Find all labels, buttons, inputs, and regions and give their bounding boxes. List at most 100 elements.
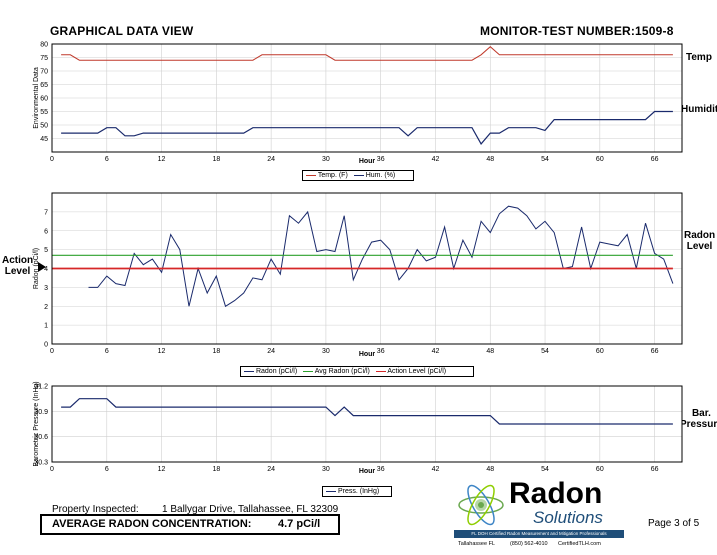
radon-legend: Radon (pCi/l) Avg Radon (pCi/l) Action L… bbox=[240, 366, 474, 377]
x-tick-label: 12 bbox=[158, 466, 166, 473]
x-tick-label: 36 bbox=[377, 156, 385, 163]
temp-legend-swatch bbox=[306, 174, 316, 176]
y-tick-label: 7 bbox=[44, 209, 48, 216]
y-tick-label: 80 bbox=[40, 42, 48, 49]
x-tick-label: 6 bbox=[105, 348, 109, 355]
x-tick-label: 36 bbox=[377, 466, 385, 473]
x-tick-label: 60 bbox=[596, 466, 604, 473]
avg-legend-swatch bbox=[303, 370, 314, 372]
logo-radon-word: Radon bbox=[509, 477, 603, 510]
press-legend-label: Press. (InHg) bbox=[337, 488, 380, 495]
x-tick-label: 54 bbox=[541, 348, 549, 355]
y-tick-label: 65 bbox=[40, 82, 48, 89]
x-tick-label: 54 bbox=[541, 466, 549, 473]
avg-legend-label: Avg Radon (pCi/l) bbox=[314, 368, 370, 375]
radon-legend-label: Radon (pCi/l) bbox=[255, 368, 298, 375]
page-number: Page 3 of 5 bbox=[648, 518, 700, 529]
x-tick-label: 30 bbox=[322, 156, 330, 163]
y-tick-label: 45 bbox=[40, 136, 48, 143]
y-tick-label: 1 bbox=[44, 323, 48, 330]
y-tick-label: 0 bbox=[44, 342, 48, 349]
y-tick-label: 2 bbox=[44, 304, 48, 311]
y-tick-label: 6 bbox=[44, 228, 48, 235]
series-line-1-0 bbox=[88, 205, 674, 308]
atom-logo-icon bbox=[458, 484, 504, 526]
x-tick-label: 66 bbox=[651, 156, 659, 163]
y-tick-label: 60 bbox=[40, 96, 48, 103]
x-tick-label: 12 bbox=[158, 156, 166, 163]
radon-level-side-label: Radon Level bbox=[684, 230, 716, 252]
press-legend-swatch bbox=[326, 490, 336, 492]
series-line-0-0 bbox=[61, 46, 673, 61]
y-tick-label: 30.9 bbox=[34, 409, 48, 416]
x-tick-label: 48 bbox=[486, 466, 494, 473]
x-tick-label: 6 bbox=[105, 466, 109, 473]
y-tick-label: 30.3 bbox=[34, 460, 48, 467]
property-value: 1 Ballygar Drive, Tallahassee, FL 32309 bbox=[162, 504, 339, 515]
pressure-legend: Press. (InHg) bbox=[322, 486, 392, 497]
logo-tagline-bar: FL DOH Certified Radon Measurement and M… bbox=[454, 530, 624, 538]
series-line-2-0 bbox=[61, 398, 673, 425]
average-radon-box: AVERAGE RADON CONCENTRATION: 4.7 pCi/l bbox=[40, 514, 340, 535]
action-legend-swatch bbox=[375, 370, 386, 372]
x-tick-label: 66 bbox=[651, 466, 659, 473]
x-tick-label: 30 bbox=[322, 466, 330, 473]
logo-phone: (850) 562-4010 bbox=[510, 541, 548, 547]
x-tick-label: 54 bbox=[541, 156, 549, 163]
series-line-0-1 bbox=[61, 110, 673, 145]
x-tick-label: 0 bbox=[50, 466, 54, 473]
x-tick-label: 36 bbox=[377, 348, 385, 355]
x-axis-label: Hour bbox=[359, 468, 376, 475]
x-tick-label: 66 bbox=[651, 348, 659, 355]
average-radon-label: AVERAGE RADON CONCENTRATION: bbox=[52, 518, 252, 530]
y-axis-label: Environmental Data bbox=[33, 67, 40, 129]
x-axis-label: Hour bbox=[359, 158, 376, 165]
y-tick-label: 30.6 bbox=[34, 434, 48, 441]
chart-frame-border bbox=[51, 43, 683, 153]
x-tick-label: 24 bbox=[267, 156, 275, 163]
x-tick-label: 30 bbox=[322, 348, 330, 355]
action-legend-label: Action Level (pCi/l) bbox=[387, 368, 447, 375]
environmental-chart: 45 50 55 60 65 70 75 80 0 6 12 18 24 30 36 42 48 54 60 66 Ho… bbox=[33, 42, 683, 165]
x-tick-label: 42 bbox=[432, 466, 440, 473]
temp-legend-label: Temp. (F) bbox=[317, 172, 348, 179]
y-tick-label: 31.2 bbox=[34, 384, 48, 391]
action-level-arrow-icon bbox=[38, 262, 46, 272]
x-tick-label: 18 bbox=[212, 156, 220, 163]
x-tick-label: 12 bbox=[158, 348, 166, 355]
property-label: Property Inspected: bbox=[52, 504, 139, 515]
page-title: GRAPHICAL DATA VIEW bbox=[50, 24, 194, 38]
x-tick-label: 48 bbox=[486, 348, 494, 355]
chart-frame-border bbox=[51, 385, 683, 463]
x-tick-label: 0 bbox=[50, 156, 54, 163]
x-tick-label: 18 bbox=[212, 466, 220, 473]
x-tick-label: 0 bbox=[50, 348, 54, 355]
x-tick-label: 42 bbox=[432, 156, 440, 163]
y-tick-label: 3 bbox=[44, 285, 48, 292]
x-tick-label: 18 bbox=[212, 348, 220, 355]
y-tick-label: 55 bbox=[40, 109, 48, 116]
pressure-side-label: Bar. Pressure bbox=[680, 408, 717, 430]
y-tick-label: 50 bbox=[40, 123, 48, 130]
radon-legend-swatch bbox=[244, 370, 254, 372]
x-tick-label: 60 bbox=[596, 156, 604, 163]
y-tick-label: 4 bbox=[44, 266, 48, 273]
y-tick-label: 70 bbox=[40, 69, 48, 76]
y-tick-label: 5 bbox=[44, 247, 48, 254]
environmental-legend: Temp. (F) Hum. (%) bbox=[302, 170, 414, 181]
x-tick-label: 24 bbox=[267, 466, 275, 473]
monitor-test-number: 1509-8 bbox=[635, 24, 674, 38]
x-tick-label: 48 bbox=[486, 156, 494, 163]
x-tick-label: 42 bbox=[432, 348, 440, 355]
x-axis-label: Hour bbox=[359, 351, 376, 358]
logo-solutions-word: Solutions bbox=[533, 508, 603, 527]
y-axis-label: Radon (pCi/l) bbox=[33, 248, 40, 289]
logo-site: CertifiedTLH.com bbox=[558, 541, 601, 547]
monitor-test-label: MONITOR-TEST NUMBER: bbox=[480, 24, 636, 38]
x-tick-label: 24 bbox=[267, 348, 275, 355]
humidity-side-label: Humidity bbox=[681, 104, 717, 115]
y-tick-label: 75 bbox=[40, 55, 48, 62]
x-tick-label: 6 bbox=[105, 156, 109, 163]
